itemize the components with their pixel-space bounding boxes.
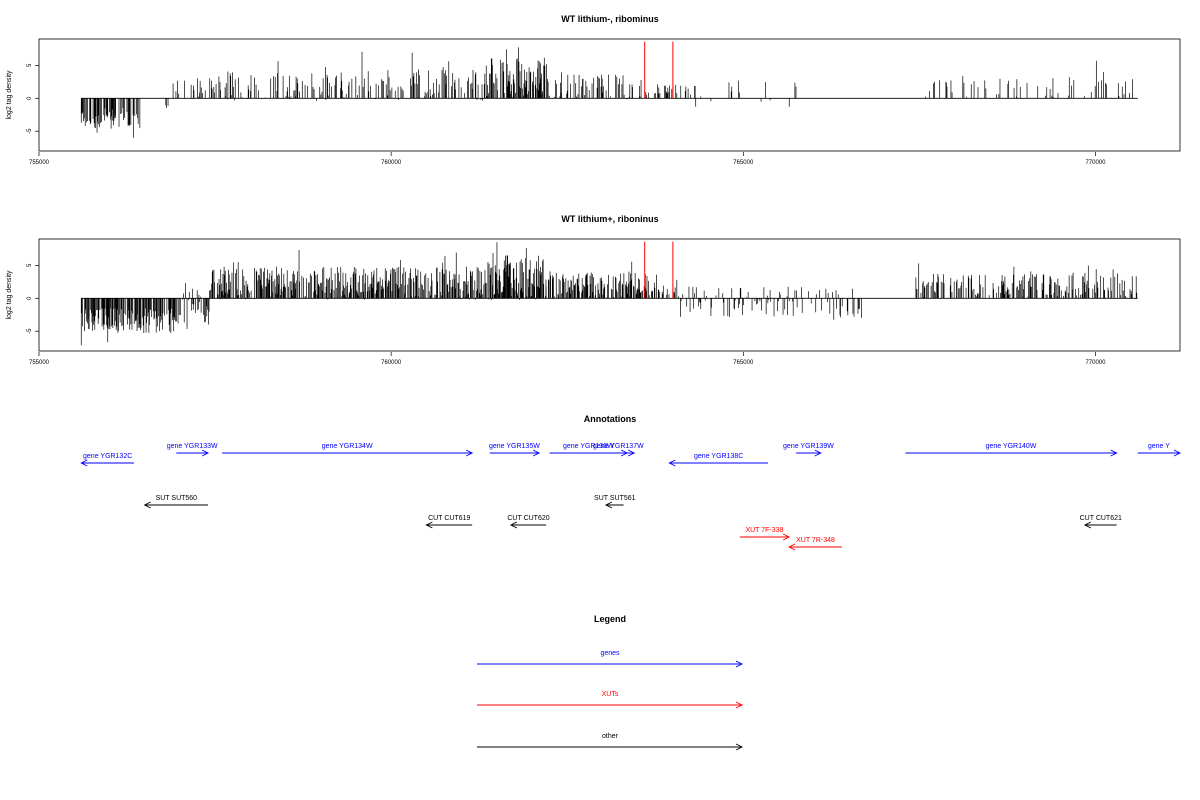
annotation-arrow: gene YGR138C [668, 453, 768, 467]
panel-title: WT lithium+, riboninus [561, 214, 658, 224]
annotation-label: CUT CUT620 [507, 515, 549, 522]
annotation-arrow: gene YGR133W [167, 443, 218, 457]
annotation-label: gene YGR135W [489, 443, 540, 450]
y-tick-label: 0 [27, 296, 33, 300]
annotation-features: gene YGR132C gene YGR133W gene YGR134W gene… [80, 443, 1182, 551]
annotation-label: gene YGR133W [167, 443, 218, 450]
annotation-label: gene Y [1148, 443, 1170, 450]
annotation-arrow: gene YGR139W [783, 443, 834, 457]
annotation-arrow: SUT SUT560 [143, 495, 209, 509]
x-tick-label: 770000 [1085, 360, 1106, 366]
annotation-arrow: CUT CUT619 [425, 515, 473, 529]
annotation-arrow: CUT CUT621 [1080, 515, 1122, 529]
annotation-arrow: SUT SUT561 [594, 495, 636, 509]
annotation-label: XUT 7F-338 [745, 527, 783, 534]
x-axis: 755000 760000 765000 770000 [29, 352, 1106, 366]
annotation-arrow: gene YGR135W [489, 443, 540, 457]
track-panel-lithium-plus: WT lithium+, riboninus log2 tag density … [6, 214, 1181, 366]
legend-panel: Legend genes XUTs other [477, 614, 744, 751]
annotation-label: XUT 7R-348 [796, 537, 835, 544]
annotation-arrow: gene YGR134W [222, 443, 474, 457]
annotations-title: Annotations [584, 414, 637, 424]
legend-label: other [602, 733, 619, 740]
annotation-arrow: CUT CUT620 [507, 515, 550, 529]
annotation-label: gene YGR132C [83, 453, 132, 460]
legend-title: Legend [594, 614, 626, 624]
y-axis: -5 0 5 [27, 63, 39, 134]
annotation-label: gene YGR137W [593, 443, 644, 450]
signal-bars [80, 47, 1138, 138]
y-tick-label: -5 [27, 128, 33, 134]
x-tick-label: 755000 [29, 360, 50, 366]
legend-label: genes [600, 650, 620, 657]
y-tick-label: 5 [27, 263, 33, 267]
annotation-label: SUT SUT560 [156, 495, 198, 502]
annotation-arrow: XUT 7R-348 [788, 537, 842, 551]
y-axis-label: log2 tag density [6, 270, 13, 320]
track-panel-lithium-minus: WT lithium-, ribominus log2 tag density … [6, 14, 1181, 166]
x-tick-label: 760000 [381, 360, 402, 366]
annotation-arrow: gene YGR140W [905, 443, 1118, 457]
annotation-label: gene YGR138C [694, 453, 743, 460]
x-tick-label: 765000 [733, 360, 754, 366]
marker-lines [644, 241, 674, 299]
annotation-label: gene YGR140W [986, 443, 1037, 450]
legend-item: XUTs [477, 691, 744, 709]
y-tick-label: 5 [27, 63, 33, 67]
legend-item: genes [477, 650, 744, 668]
y-axis-label: log2 tag density [6, 70, 13, 120]
legend-item: other [477, 733, 744, 751]
signal-bars [80, 242, 1138, 346]
annotation-label: gene YGR134W [322, 443, 373, 450]
panel-title: WT lithium-, ribominus [561, 14, 659, 24]
plot-frame [38, 238, 1181, 352]
x-tick-label: 755000 [29, 160, 50, 166]
annotation-label: gene YGR136W [563, 443, 614, 450]
annotation-label: SUT SUT561 [594, 495, 636, 502]
x-tick-label: 765000 [733, 160, 754, 166]
y-axis: -5 0 5 [27, 263, 39, 334]
x-tick-label: 760000 [381, 160, 402, 166]
y-tick-label: -5 [27, 328, 33, 334]
legend-label: XUTs [602, 691, 619, 698]
x-axis: 755000 760000 765000 770000 [29, 152, 1106, 166]
annotation-arrow: XUT 7F-338 [739, 527, 791, 541]
marker-lines [644, 41, 674, 99]
annotation-label: gene YGR139W [783, 443, 834, 450]
x-tick-label: 770000 [1085, 160, 1106, 166]
annotation-arrow: gene YGR137W [593, 443, 644, 457]
y-tick-label: 0 [27, 96, 33, 100]
annotation-arrow: gene Y [1137, 443, 1182, 457]
annotation-label: CUT CUT619 [428, 515, 470, 522]
annotation-label: CUT CUT621 [1080, 515, 1122, 522]
legend-items: genes XUTs other [477, 650, 744, 751]
annotation-arrow: gene YGR132C [80, 453, 135, 467]
plot-frame [38, 38, 1181, 152]
